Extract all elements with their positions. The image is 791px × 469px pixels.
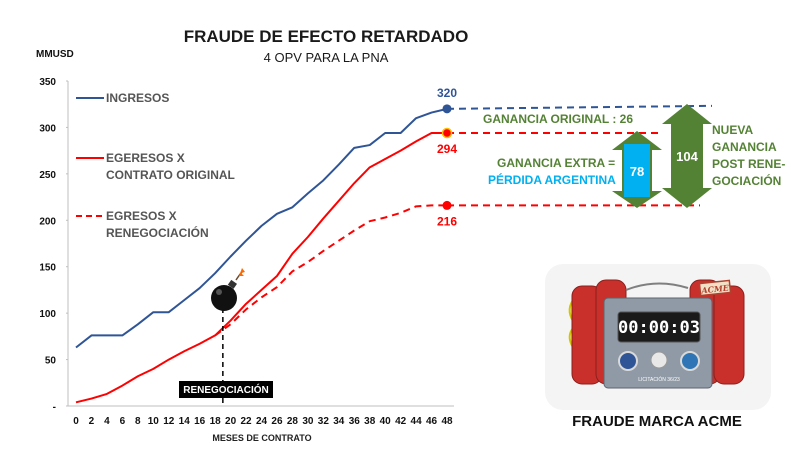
x-tick-label: 26 <box>271 416 283 427</box>
legend-label-renegociacion-2: RENEGOCIACIÓN <box>106 225 209 240</box>
x-tick-label: 0 <box>73 416 79 427</box>
extra-gain-value: 78 <box>630 164 644 179</box>
nueva-ganancia-line-2: GANANCIA <box>712 140 777 154</box>
series-group <box>75 107 448 404</box>
series-line-1 <box>75 132 447 404</box>
acme-button-icon <box>650 351 668 369</box>
x-tick-label: 8 <box>135 416 141 427</box>
new-gain-arrow: 104 <box>662 104 712 208</box>
x-tick-label: 12 <box>163 416 175 427</box>
legend-label-original-2: CONTRATO ORIGINAL <box>106 168 235 182</box>
y-axis-label: MMUSD <box>36 49 74 60</box>
annotations: 320 294 216 <box>437 86 713 228</box>
y-tick-label: 200 <box>39 216 56 227</box>
series-line-2 <box>214 204 447 337</box>
acme-caption: LICITACIÓN 36/23 <box>638 376 680 383</box>
acme-bomb-illustration: 00:00:03 LICITACIÓN 36/23 ACME <box>545 264 771 410</box>
original-end-dot <box>441 127 453 139</box>
renegociacion-end-dot <box>442 200 452 210</box>
bomb-icon <box>211 268 245 311</box>
ganancia-original-text: GANANCIA ORIGINAL : 26 <box>483 112 633 126</box>
x-axis-label: MESES DE CONTRATO <box>212 433 311 443</box>
x-tick-label: 10 <box>148 416 160 427</box>
legend-label-renegociacion-1: EGRESOS X <box>106 209 177 223</box>
ingresos-end-label: 320 <box>437 86 457 100</box>
x-tick-label: 44 <box>411 416 423 427</box>
x-tick-label: 20 <box>225 416 237 427</box>
x-tick-label: 6 <box>120 416 126 427</box>
series-line-0 <box>75 107 448 349</box>
ingresos-extension-line <box>446 104 713 110</box>
y-tick-label: 300 <box>39 123 56 134</box>
acme-seal-right-icon <box>680 351 700 371</box>
x-tick-label: 2 <box>89 416 95 427</box>
legend-label-original-1: EGERESOS X <box>106 151 185 165</box>
acme-timer: 00:00:03 <box>618 318 700 338</box>
new-gain-value: 104 <box>676 149 698 164</box>
x-tick-label: 36 <box>349 416 361 427</box>
chart-subtitle: 4 OPV PARA LA PNA <box>264 50 389 65</box>
x-tick-label: 28 <box>287 416 299 427</box>
x-ticks: 0 2 4 6 8 10 12 14 16 18 20 22 24 26 28 30 32 34 36 38 40 42 4… <box>73 416 453 427</box>
x-tick-label: 4 <box>104 416 110 427</box>
y-tick-label: 50 <box>45 356 57 367</box>
acme-title: FRAUDE MARCA ACME <box>572 413 742 430</box>
renegociacion-end-label: 216 <box>437 214 457 228</box>
chart-title: FRAUDE DE EFECTO RETARDADO <box>184 27 469 46</box>
x-tick-label: 22 <box>240 416 252 427</box>
x-tick-label: 18 <box>210 416 222 427</box>
renegociacion-label: RENEGOCIACIÓN <box>183 383 269 396</box>
ganancia-extra-text-2: PÉRDIDA ARGENTINA <box>488 172 616 187</box>
nueva-ganancia-line-1: NUEVA <box>712 123 753 137</box>
x-tick-label: 32 <box>318 416 330 427</box>
y-tick-label: 150 <box>39 263 56 274</box>
x-tick-label: 48 <box>441 416 453 427</box>
acme-badge-text: ACME <box>700 282 730 295</box>
original-end-label: 294 <box>437 142 457 156</box>
nueva-ganancia-line-3: POST RENE- <box>712 157 785 171</box>
renegociacion-label-box <box>179 381 273 398</box>
y-tick-label: 100 <box>39 309 56 320</box>
x-tick-label: 14 <box>179 416 191 427</box>
x-tick-label: 34 <box>333 416 345 427</box>
x-tick-label: 46 <box>426 416 438 427</box>
x-tick-label: 30 <box>302 416 314 427</box>
x-tick-label: 42 <box>395 416 407 427</box>
x-tick-label: 16 <box>194 416 206 427</box>
y-tick-label: - <box>53 402 56 413</box>
ingresos-end-dot <box>442 104 452 114</box>
y-tick-label: 250 <box>39 170 56 181</box>
nueva-ganancia-line-4: GOCIACIÓN <box>712 173 781 188</box>
acme-badge <box>698 279 732 297</box>
legend-label-ingresos: INGRESOS <box>106 91 169 105</box>
y-ticks: - 50 100 150 200 250 300 350 <box>39 77 68 413</box>
x-tick-label: 24 <box>256 416 268 427</box>
x-tick-label: 38 <box>364 416 376 427</box>
acme-seal-left-icon <box>618 351 638 371</box>
x-tick-label: 40 <box>380 416 392 427</box>
extra-gain-arrow: 78 <box>612 131 662 208</box>
legend: INGRESOS EGERESOS X CONTRATO ORIGINAL EG… <box>76 91 235 240</box>
ganancia-extra-text-1: GANANCIA EXTRA = <box>497 156 615 170</box>
y-tick-label: 350 <box>39 77 56 88</box>
